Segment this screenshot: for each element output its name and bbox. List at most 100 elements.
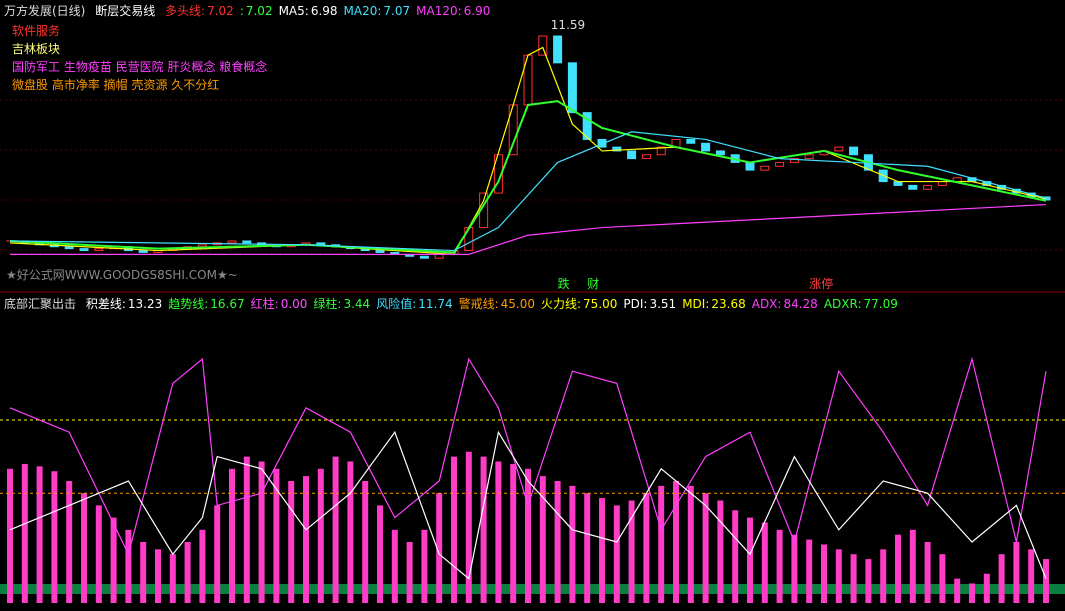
- marker: 财: [587, 277, 599, 291]
- bar: [895, 534, 901, 603]
- bar: [317, 468, 324, 603]
- price-header: 万方发展(日线) 断层交易线 多头线: 7.02:7.02 MA5: 6.98 MA20…: [4, 2, 496, 19]
- bar: [273, 468, 280, 603]
- bar: [628, 500, 635, 603]
- candle: [789, 158, 799, 163]
- bar: [332, 456, 339, 603]
- candle: [701, 142, 711, 152]
- candle: [419, 255, 429, 259]
- bar: [243, 456, 250, 603]
- line: [9, 131, 1047, 252]
- high-label: 11.59: [551, 18, 585, 32]
- candle: [138, 250, 148, 253]
- bar: [969, 583, 975, 603]
- bar: [21, 463, 28, 603]
- item-name: MA20:: [343, 4, 382, 18]
- bar: [569, 485, 576, 603]
- bar: [347, 461, 354, 603]
- candle: [64, 246, 74, 250]
- item-value: 84.28: [783, 297, 818, 311]
- indicator-header: 底部汇聚出击 积差线: 13.23 趋势线: 16.67 红柱: 0.00 绿柱: 3.44 风…: [4, 295, 904, 312]
- item-name: ADXR:: [823, 297, 862, 311]
- bar: [81, 493, 87, 603]
- bar: [850, 554, 857, 603]
- bar: [613, 505, 620, 603]
- bar: [954, 578, 961, 603]
- item-name: ADX:: [751, 297, 782, 311]
- candle: [804, 154, 814, 160]
- bar: [495, 461, 502, 603]
- item-value: 75.00: [583, 297, 618, 311]
- indicator-name: 断层交易线: [95, 4, 156, 18]
- bar: [835, 549, 842, 603]
- candle: [538, 35, 548, 56]
- candle: [908, 184, 918, 190]
- marker: 跌: [558, 276, 570, 291]
- bar: [1043, 559, 1049, 603]
- bar: [451, 456, 457, 603]
- item-name: 绿柱:: [313, 297, 342, 311]
- bar: [732, 510, 739, 603]
- bar: [7, 468, 13, 603]
- candle: [760, 165, 770, 171]
- bar: [702, 493, 709, 603]
- bar: [687, 485, 694, 603]
- candle: [641, 154, 651, 160]
- item-value: 16.67: [210, 297, 245, 311]
- item-name: 风险值:: [376, 297, 417, 311]
- candle: [627, 150, 637, 160]
- bar: [658, 485, 665, 603]
- item-value: 6.98: [310, 4, 338, 18]
- item-name: 警戒线:: [458, 297, 499, 311]
- bar: [761, 522, 768, 603]
- bar: [258, 461, 265, 603]
- item-value: 77.09: [863, 297, 898, 311]
- stock-name: 万方发展(日线): [4, 4, 86, 18]
- line: [10, 203, 1047, 255]
- bar: [303, 476, 309, 603]
- candle: [79, 248, 89, 252]
- item-value: 7.02: [207, 4, 234, 18]
- bar: [140, 542, 147, 603]
- bar: [51, 471, 58, 603]
- bar: [983, 573, 990, 603]
- item-name: 趋势线:: [168, 297, 209, 311]
- bar: [436, 493, 443, 603]
- candle: [923, 184, 933, 190]
- item-name: MA5:: [278, 4, 309, 18]
- line: [9, 430, 1047, 580]
- bar: [214, 505, 221, 603]
- bar: [510, 463, 517, 603]
- candle: [567, 62, 577, 114]
- candle: [745, 161, 755, 171]
- bar: [909, 529, 916, 603]
- bar: [525, 468, 531, 603]
- candle: [242, 240, 252, 244]
- item-value: 23.68: [711, 297, 746, 311]
- bar: [791, 534, 798, 603]
- bar: [362, 481, 369, 603]
- item-name: 红柱:: [250, 297, 279, 311]
- candle: [612, 146, 622, 152]
- candle: [464, 227, 474, 252]
- bar: [599, 498, 605, 603]
- bar: [747, 517, 753, 603]
- candle: [715, 150, 725, 156]
- item-name: PDI:: [623, 297, 648, 311]
- bar: [406, 542, 413, 603]
- line: [9, 100, 1047, 254]
- tag: 国防军工 生物疫苗 民营医院 肝炎概念 粮食概念: [12, 60, 268, 74]
- candle: [834, 146, 844, 152]
- bar: [539, 476, 546, 603]
- bar: [998, 554, 1005, 603]
- bar: [880, 549, 887, 603]
- marker: 涨停: [809, 276, 833, 291]
- bar: [421, 529, 428, 603]
- bar: [939, 554, 946, 603]
- bar: [865, 559, 872, 603]
- item-name: :: [239, 4, 244, 18]
- bar: [465, 451, 472, 603]
- candle: [375, 250, 385, 253]
